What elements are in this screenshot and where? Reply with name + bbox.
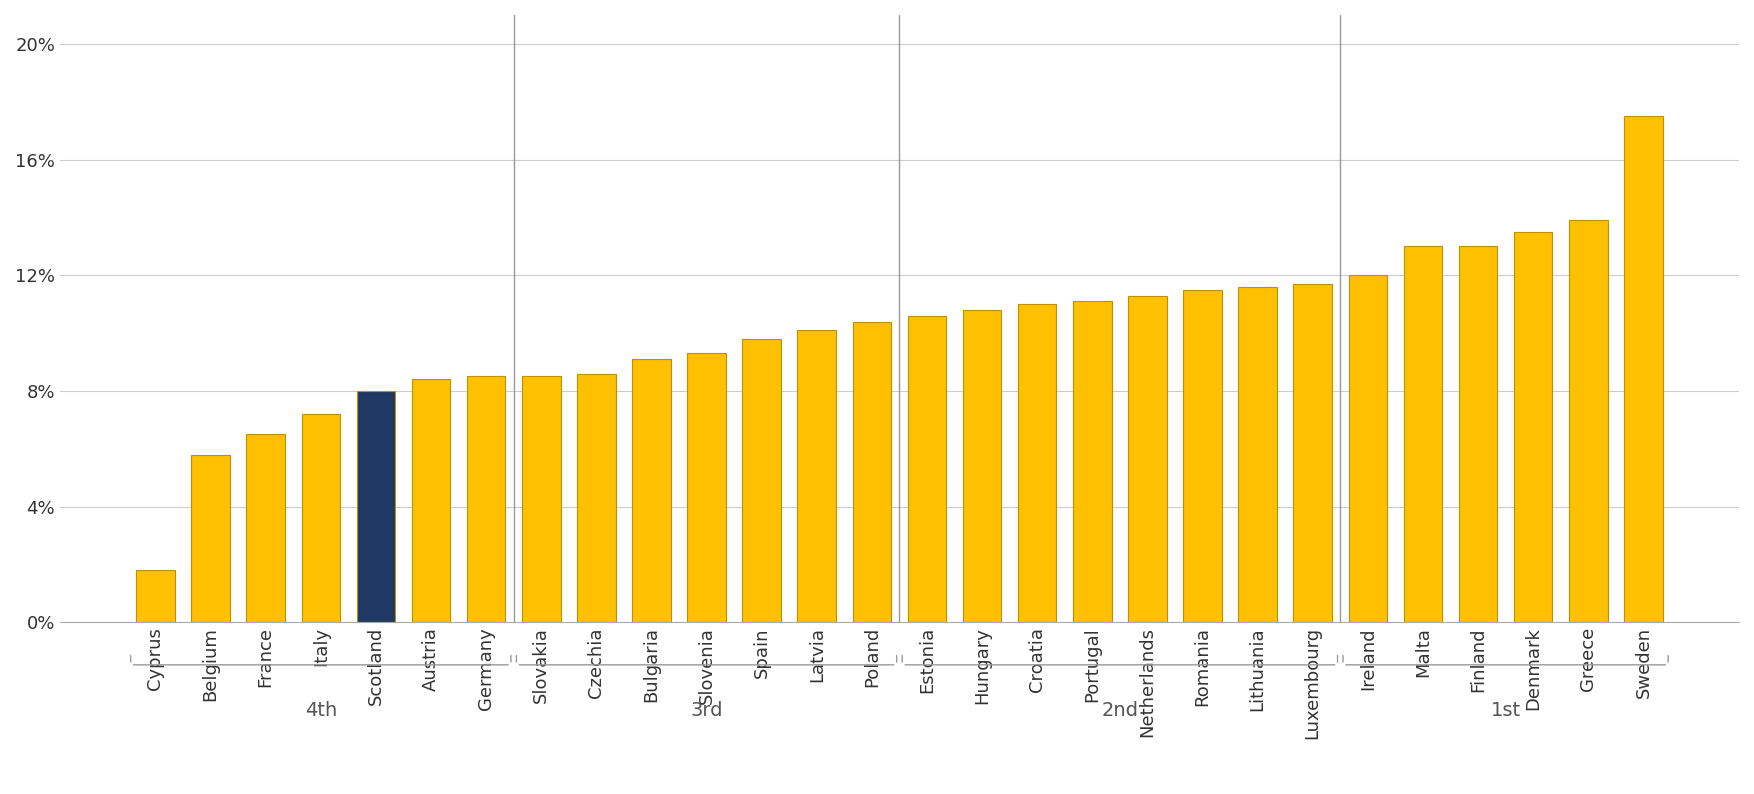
Bar [356, 391, 395, 622]
Bar [412, 380, 451, 622]
Bar [1017, 304, 1056, 622]
Bar [631, 359, 670, 622]
Bar [1073, 301, 1112, 622]
Bar [246, 434, 284, 622]
Bar [742, 339, 781, 622]
Bar [523, 376, 561, 622]
Bar [909, 316, 945, 622]
Bar [1238, 287, 1277, 622]
Bar [1128, 295, 1166, 622]
Text: 1st: 1st [1491, 701, 1521, 720]
Bar [798, 330, 837, 622]
Bar [1349, 276, 1387, 622]
Text: 2nd: 2nd [1102, 701, 1138, 720]
Bar [963, 310, 1002, 622]
Bar [1570, 220, 1608, 622]
Bar [302, 414, 340, 622]
Text: 3rd: 3rd [691, 701, 723, 720]
Bar [137, 570, 175, 622]
Bar [1403, 246, 1442, 622]
Bar [852, 322, 891, 622]
Bar [467, 376, 505, 622]
Bar [191, 455, 230, 622]
Bar [1293, 284, 1331, 622]
Bar [1459, 246, 1498, 622]
Bar [1514, 232, 1552, 622]
Bar [1184, 290, 1223, 622]
Text: 4th: 4th [305, 701, 337, 720]
Bar [688, 353, 726, 622]
Bar [577, 374, 616, 622]
Bar [1624, 116, 1663, 622]
